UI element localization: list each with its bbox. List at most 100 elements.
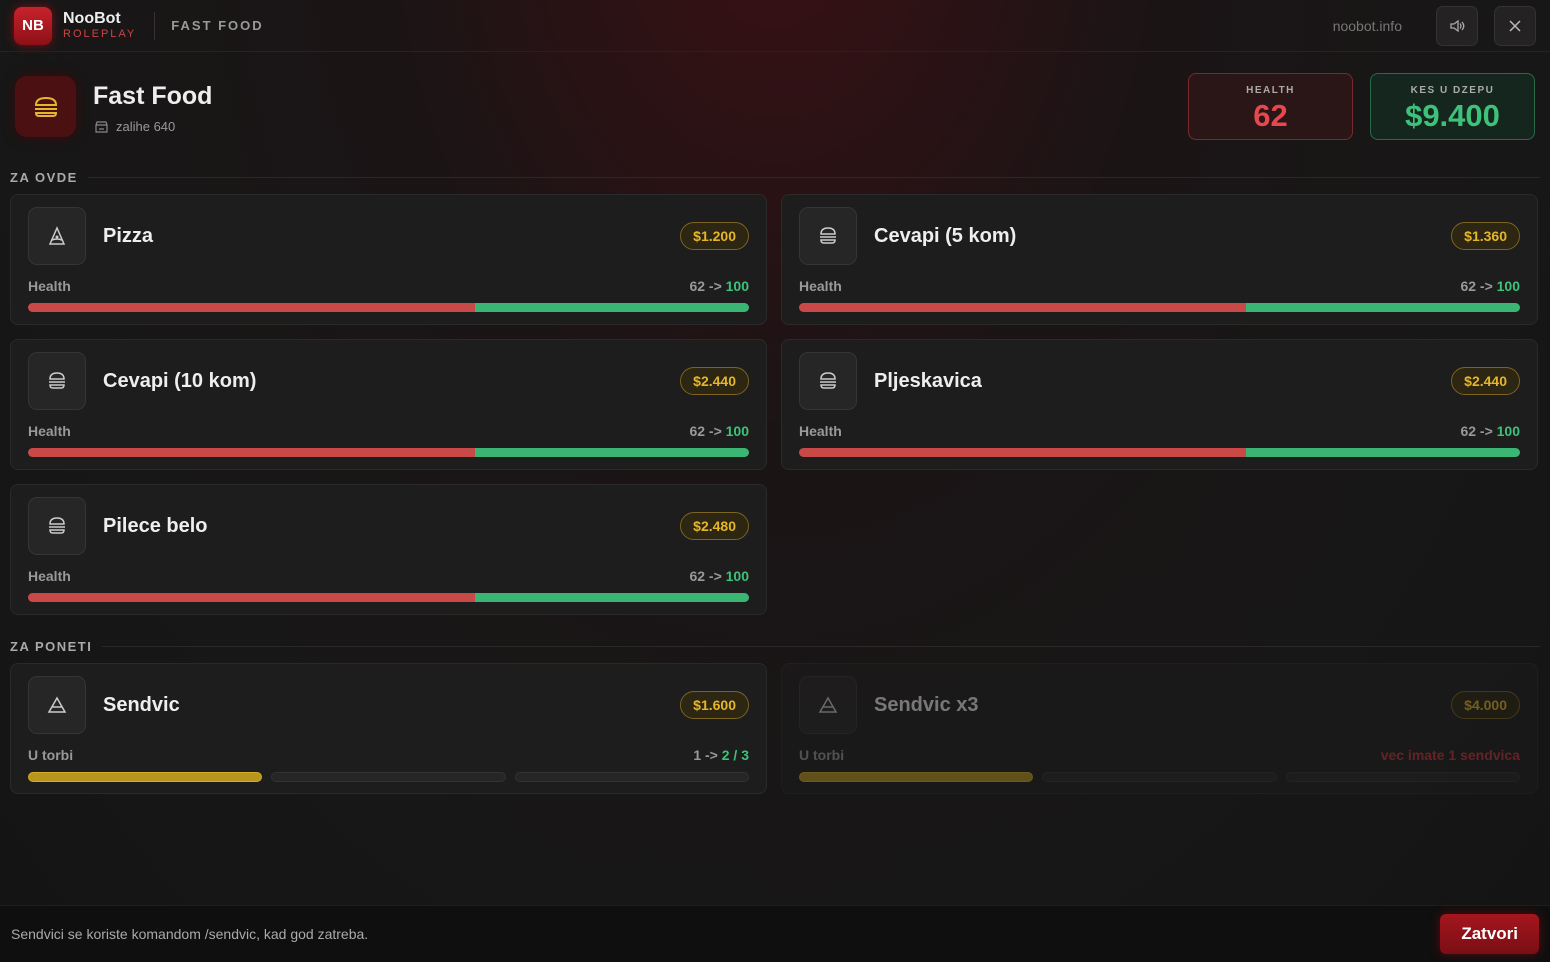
health-bar <box>28 303 749 312</box>
stat-name: Health <box>28 568 71 584</box>
stat-label: HEALTH <box>1246 85 1295 96</box>
footer: Sendvici se koriste komandom /sendvic, k… <box>0 905 1550 962</box>
item-icon <box>28 352 86 410</box>
item-header: Pizza $1.200 <box>28 207 749 265</box>
current-health <box>28 448 476 457</box>
icon-pizza <box>48 226 66 245</box>
item-price: $2.440 <box>680 367 749 395</box>
health-bar <box>799 448 1520 457</box>
item-price: $2.440 <box>1451 367 1520 395</box>
item-card[interactable]: Pizza $1.200 Health 62 -> 100 <box>10 194 767 325</box>
bag-slot <box>1285 772 1520 782</box>
current-health <box>28 593 476 602</box>
separator <box>154 11 156 40</box>
current-health <box>799 303 1247 312</box>
item-name: Sendvic <box>103 693 180 716</box>
bag-slot <box>28 772 263 782</box>
store-icon <box>95 120 108 133</box>
from-value: 62 <box>689 423 706 439</box>
item-price: $1.360 <box>1451 222 1520 250</box>
section-name: FAST FOOD <box>171 18 264 33</box>
bag-slot <box>799 772 1034 782</box>
item-name: Cevapi (5 kom) <box>874 224 1017 247</box>
item-icon <box>28 676 86 734</box>
health-gain <box>475 448 749 457</box>
item-card[interactable]: Cevapi (5 kom) $1.360 Health 62 -> 100 <box>781 194 1538 325</box>
shop-icon <box>15 76 76 137</box>
arrow: -> <box>705 747 718 763</box>
close-button[interactable] <box>1494 5 1536 46</box>
item-header: Cevapi (10 kom) $2.440 <box>28 352 749 410</box>
brand-name: NooBot <box>63 10 121 27</box>
close-action[interactable]: Zatvori <box>1440 914 1539 954</box>
stat-change: 62 -> 100 <box>1460 278 1520 294</box>
spacer <box>0 615 1550 627</box>
health-bar <box>799 303 1520 312</box>
health-bar <box>28 593 749 602</box>
item-icon <box>799 352 857 410</box>
health-gain <box>475 593 749 602</box>
stat-row: Health 62 -> 100 <box>799 278 1520 294</box>
item-price: $4.000 <box>1451 691 1520 719</box>
stat-change: vec imate 1 sendvica <box>1381 747 1520 763</box>
item-name: Sendvic x3 <box>874 693 979 716</box>
stat-change: 62 -> 100 <box>689 278 749 294</box>
item-name: Pizza <box>103 224 154 247</box>
item-header: Pljeskavica $2.440 <box>799 352 1520 410</box>
item-price: $1.600 <box>680 691 749 719</box>
item-groups: ZA OVDE Pizza $1.200 Health 62 -> 100 Cevapi … <box>0 158 1550 794</box>
item-card: Sendvic x3 $4.000 U torbi vec imate 1 sendv… <box>781 663 1538 794</box>
item-header: Cevapi (5 kom) $1.360 <box>799 207 1520 265</box>
item-icon <box>799 207 857 265</box>
arrow: -> <box>708 278 722 294</box>
item-card[interactable]: Cevapi (10 kom) $2.440 Health 62 -> 100 <box>10 339 767 470</box>
from-value: 62 <box>689 278 706 294</box>
icon-sandwich <box>47 696 67 713</box>
health-gain <box>1246 303 1520 312</box>
stock-text: zalihe 640 <box>116 119 176 134</box>
arrow: -> <box>1479 423 1493 439</box>
item-card[interactable]: Pilece belo $2.480 Health 62 -> 100 <box>10 484 767 615</box>
stat-box: KES U DZEPU $9.400 <box>1370 73 1535 140</box>
stat-row: U torbi 1 -> 2 / 3 <box>28 747 749 763</box>
warning: vec imate 1 sendvica <box>1380 747 1520 763</box>
item-price: $1.200 <box>680 222 749 250</box>
item-name: Pilece belo <box>103 514 208 537</box>
stat-row: Health 62 -> 100 <box>28 278 749 294</box>
bag-slots <box>799 772 1520 782</box>
from-value: 62 <box>1460 423 1477 439</box>
to-value: 100 <box>725 568 749 584</box>
stat-row: U torbi vec imate 1 sendvica <box>799 747 1520 763</box>
icon-sandwich <box>818 696 838 713</box>
to-value: 100 <box>725 423 749 439</box>
sound-icon <box>1450 19 1465 32</box>
sound-button[interactable] <box>1436 5 1478 46</box>
bag-slot <box>1042 772 1277 782</box>
item-card[interactable]: Sendvic $1.600 U torbi 1 -> 2 / 3 <box>10 663 767 794</box>
health-gain <box>1246 448 1520 457</box>
item-icon <box>28 497 86 555</box>
item-icon <box>799 676 857 734</box>
current-health <box>799 448 1247 457</box>
stat-row: Health 62 -> 100 <box>28 423 749 439</box>
item-card[interactable]: Pljeskavica $2.440 Health 62 -> 100 <box>781 339 1538 470</box>
arrow: -> <box>708 568 722 584</box>
stat-change: 62 -> 100 <box>689 423 749 439</box>
item-header: Sendvic $1.600 <box>28 676 749 734</box>
site-link[interactable]: noobot.info <box>1332 17 1402 34</box>
close-icon <box>1509 19 1521 32</box>
stat-name: Health <box>799 278 842 294</box>
from-value: 62 <box>1460 278 1477 294</box>
bag-slot <box>514 772 749 782</box>
stat-change: 62 -> 100 <box>689 568 749 584</box>
shop-title: Fast Food <box>93 82 213 110</box>
group-title: ZA PONETI <box>0 637 1550 655</box>
to-value: 100 <box>725 278 749 294</box>
to-value: 100 <box>1496 423 1520 439</box>
item-price: $2.480 <box>680 512 749 540</box>
stat-row: Health 62 -> 100 <box>28 568 749 584</box>
stat-name: U torbi <box>799 747 845 763</box>
icon-burger <box>49 517 65 534</box>
